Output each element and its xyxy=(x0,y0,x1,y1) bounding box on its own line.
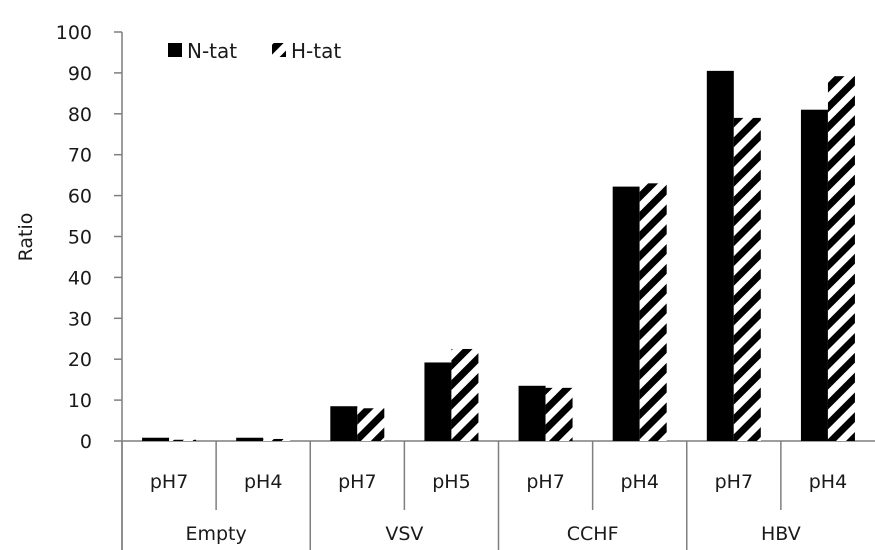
legend-swatch xyxy=(168,43,182,57)
y-axis-label: Ratio xyxy=(15,213,37,262)
y-tick-label: 0 xyxy=(80,431,92,453)
x-tick-label: pH4 xyxy=(620,471,658,493)
group-label: HBV xyxy=(761,523,801,545)
group-label: Empty xyxy=(185,523,246,545)
bar-n-tat-6 xyxy=(612,186,640,441)
bar-h-tat-5 xyxy=(545,387,573,441)
legend-label: N-tat xyxy=(187,39,237,63)
bar-h-tat-1 xyxy=(169,439,197,441)
bar-h-tat-4 xyxy=(451,348,479,441)
bar-n-tat-7 xyxy=(706,70,734,441)
y-tick-label: 10 xyxy=(68,390,92,412)
group-label: CCHF xyxy=(567,523,619,545)
bar-n-tat-5 xyxy=(518,385,546,441)
y-tick-label: 30 xyxy=(68,308,92,330)
bar-h-tat-7 xyxy=(733,117,761,441)
bar-n-tat-8 xyxy=(800,109,828,442)
y-tick-label: 40 xyxy=(68,267,92,289)
legend: N-tat H-tat xyxy=(168,39,341,63)
bars xyxy=(142,70,855,442)
x-tick-label: pH7 xyxy=(150,471,188,493)
y-tick-label: 50 xyxy=(68,227,92,249)
bar-n-tat-4 xyxy=(424,362,452,441)
y-tick-label: 20 xyxy=(68,349,92,371)
x-tick-label: pH7 xyxy=(338,471,376,493)
bar-n-tat-2 xyxy=(236,437,264,441)
bar-h-tat-6 xyxy=(639,183,667,441)
legend-label: H-tat xyxy=(291,39,341,63)
bar-h-tat-8 xyxy=(827,76,855,441)
bar-n-tat-1 xyxy=(142,437,170,441)
y-axis-ticks: 0 10 20 30 40 50 60 70 80 90 100 xyxy=(56,22,122,453)
bar-h-tat-2 xyxy=(263,438,291,441)
y-tick-label: 60 xyxy=(68,186,92,208)
group-label: VSV xyxy=(385,523,423,545)
x-tick-label: pH5 xyxy=(432,471,470,493)
x-axis-labels: pH7 pH4 pH7 pH5 pH7 pH4 pH7 pH4 Empty VSV CCHF HBV xyxy=(121,441,847,550)
x-tick-label: pH7 xyxy=(526,471,564,493)
y-tick-label: 70 xyxy=(68,145,92,167)
x-tick-label: pH7 xyxy=(715,471,753,493)
y-tick-label: 90 xyxy=(68,63,92,85)
bar-h-tat-3 xyxy=(357,408,385,441)
legend-swatch xyxy=(272,43,286,57)
x-tick-label: pH4 xyxy=(809,471,847,493)
x-tick-label: pH4 xyxy=(244,471,282,493)
bar-n-tat-3 xyxy=(330,406,358,441)
y-tick-label: 100 xyxy=(56,22,92,44)
y-tick-label: 80 xyxy=(68,104,92,126)
